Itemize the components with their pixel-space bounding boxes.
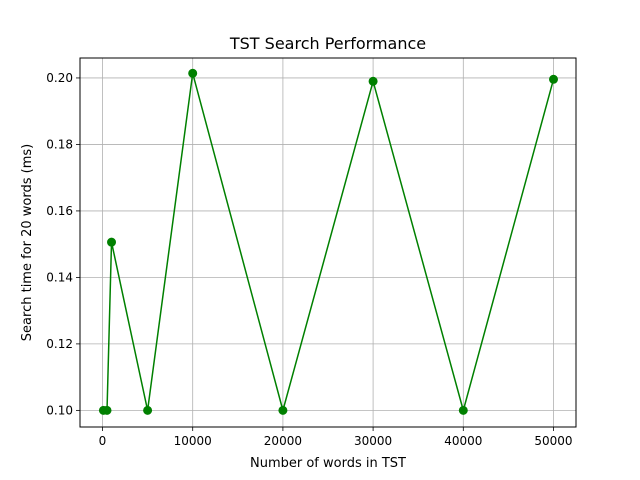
data-point: [549, 74, 558, 84]
series-layer: [98, 68, 558, 415]
x-axis-label: Number of words in TST: [250, 456, 406, 471]
x-tick-label: 20000: [264, 434, 302, 448]
data-point: [102, 405, 112, 415]
x-tick-label: 40000: [444, 434, 482, 448]
y-tick-label: 0.18: [46, 137, 73, 151]
y-tick-label: 0.10: [46, 403, 73, 417]
x-tick-label: 50000: [534, 434, 572, 448]
x-tick-label: 0: [99, 434, 107, 448]
data-point: [188, 68, 198, 78]
x-tick-label: 10000: [174, 434, 212, 448]
y-tick-label: 0.12: [46, 337, 73, 351]
chart-title: TST Search Performance: [229, 34, 426, 53]
grid-lines: [80, 58, 576, 427]
plot-frame: [79, 57, 577, 428]
data-point: [278, 405, 288, 415]
y-tick-label: 0.20: [46, 71, 73, 85]
data-point: [143, 405, 153, 415]
data-point: [458, 405, 468, 415]
data-point: [107, 237, 117, 247]
x-axis-ticks: 0 10000 20000 30000 40000 50000: [99, 427, 573, 448]
y-axis-label: Search time for 20 words (ms): [20, 144, 35, 341]
x-tick-label: 30000: [354, 434, 392, 448]
data-point: [368, 76, 378, 86]
y-tick-label: 0.14: [46, 270, 73, 284]
y-axis-ticks: 0.10 0.12 0.14 0.16 0.18 0.20: [46, 71, 80, 417]
y-tick-label: 0.16: [46, 204, 73, 218]
